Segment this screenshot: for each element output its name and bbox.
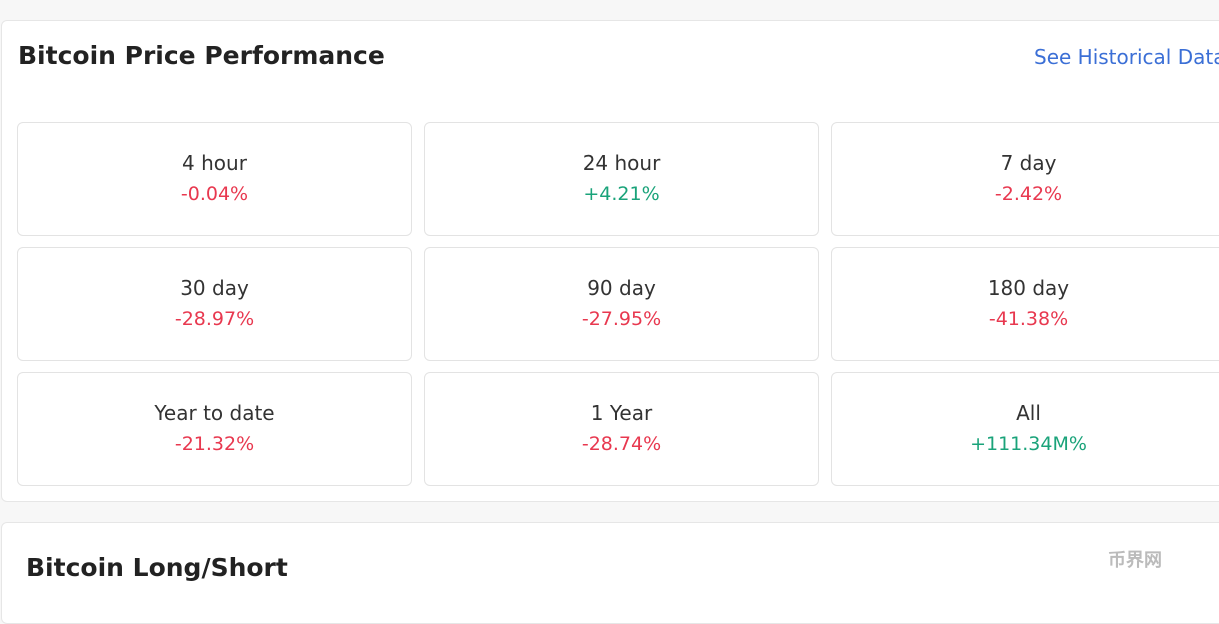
change-value: -41.38% xyxy=(988,308,1069,330)
section-title: Bitcoin Price Performance xyxy=(18,41,385,70)
performance-cell: All +111.34M% xyxy=(831,372,1219,486)
change-value: +4.21% xyxy=(583,183,660,205)
period-label: 180 day xyxy=(987,276,1070,300)
period-label: All xyxy=(1016,401,1041,425)
period-label: 1 Year xyxy=(590,401,653,425)
change-value: -27.95% xyxy=(581,308,662,330)
change-value: -2.42% xyxy=(994,183,1063,205)
performance-cell: 180 day -41.38% xyxy=(831,247,1219,361)
period-label: 7 day xyxy=(1000,151,1057,175)
page: Bitcoin Price Performance See Historical… xyxy=(1,20,1219,624)
performance-card: Bitcoin Price Performance See Historical… xyxy=(1,20,1219,502)
performance-cell: 7 day -2.42% xyxy=(831,122,1219,236)
long-short-card: Bitcoin Long/Short xyxy=(1,522,1219,624)
change-value: -28.74% xyxy=(581,433,662,455)
section-title: Bitcoin Long/Short xyxy=(26,553,288,582)
period-label: 30 day xyxy=(180,276,249,300)
performance-cell: 24 hour +4.21% xyxy=(424,122,819,236)
performance-cell: 30 day -28.97% xyxy=(17,247,412,361)
performance-cell: Year to date -21.32% xyxy=(17,372,412,486)
historical-link[interactable]: See Historical Data xyxy=(1034,45,1219,69)
performance-cell: 4 hour -0.04% xyxy=(17,122,412,236)
performance-cell: 90 day -27.95% xyxy=(424,247,819,361)
period-label: 4 hour xyxy=(182,151,247,175)
change-value: +111.34M% xyxy=(970,433,1087,455)
period-label: Year to date xyxy=(154,401,275,425)
watermark: 币界网 xyxy=(1108,550,1162,571)
change-value: -0.04% xyxy=(180,183,249,205)
performance-cell: 1 Year -28.74% xyxy=(424,372,819,486)
change-value: -21.32% xyxy=(174,433,255,455)
period-label: 90 day xyxy=(587,276,656,300)
change-value: -28.97% xyxy=(174,308,255,330)
period-label: 24 hour xyxy=(582,151,661,175)
